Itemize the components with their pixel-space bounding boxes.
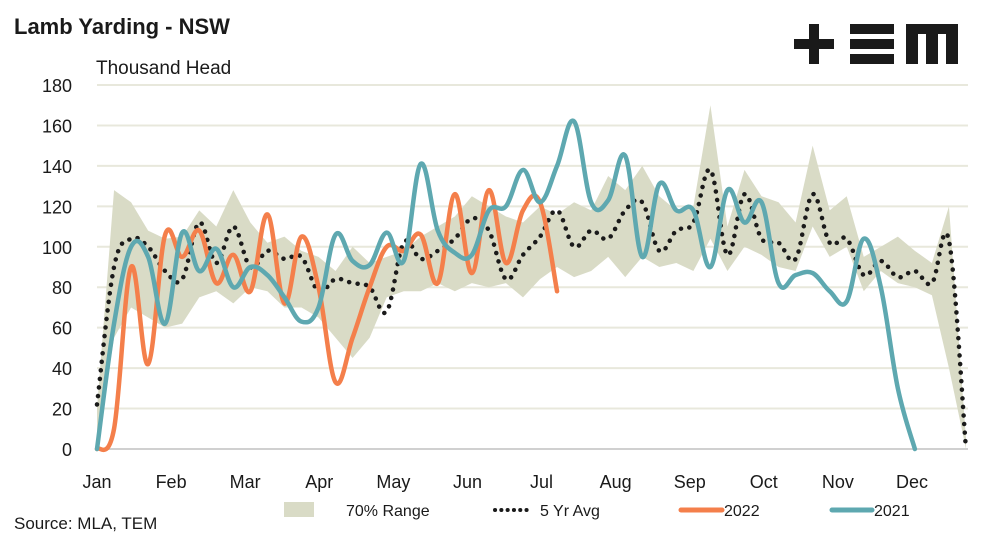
x-ticks: Jan Feb Mar Apr May Jun Jul Aug Sep Oct Nov Dec [82, 472, 928, 492]
plot-area [94, 105, 969, 453]
x-tick-label: Dec [896, 472, 928, 492]
legend-swatch-range [284, 502, 314, 517]
tem-logo [794, 24, 958, 64]
legend-label-2022: 2022 [724, 503, 760, 520]
y-tick-label: 140 [42, 157, 72, 177]
gridlines [97, 84, 968, 450]
x-tick-label: Apr [305, 472, 333, 492]
legend: 70% Range 5 Yr Avg 2022 2021 [284, 502, 910, 520]
y-tick-label: 100 [42, 238, 72, 258]
x-tick-label: Sep [674, 472, 706, 492]
y-tick-label: 80 [52, 278, 72, 298]
series-2021 [94, 118, 918, 452]
chart-title: Lamb Yarding - NSW [14, 14, 230, 39]
x-tick-label: Oct [750, 472, 778, 492]
y-tick-label: 0 [62, 440, 72, 460]
x-tick-label: Jun [453, 472, 482, 492]
legend-label-range: 70% Range [346, 503, 430, 520]
x-tick-label: Feb [156, 472, 187, 492]
x-tick-label: May [376, 472, 410, 492]
y-tick-label: 40 [52, 359, 72, 379]
x-tick-label: Jan [82, 472, 111, 492]
y-tick-label: 20 [52, 400, 72, 420]
y-tick-label: 180 [42, 76, 72, 96]
legend-label-2021: 2021 [874, 503, 910, 520]
y-axis-label: Thousand Head [96, 58, 231, 79]
x-tick-label: Mar [230, 472, 261, 492]
x-tick-label: Aug [600, 472, 632, 492]
x-tick-label: Jul [530, 472, 553, 492]
legend-label-avg: 5 Yr Avg [540, 503, 600, 520]
range-band [97, 105, 966, 449]
y-tick-label: 60 [52, 319, 72, 339]
x-tick-label: Nov [822, 472, 854, 492]
y-tick-label: 160 [42, 116, 72, 136]
source-note: Source: MLA, TEM [14, 514, 158, 533]
y-ticks: 0 20 40 60 80 100 120 140 160 180 [42, 76, 72, 460]
y-tick-label: 120 [42, 197, 72, 217]
series-5yr-avg [94, 167, 969, 452]
